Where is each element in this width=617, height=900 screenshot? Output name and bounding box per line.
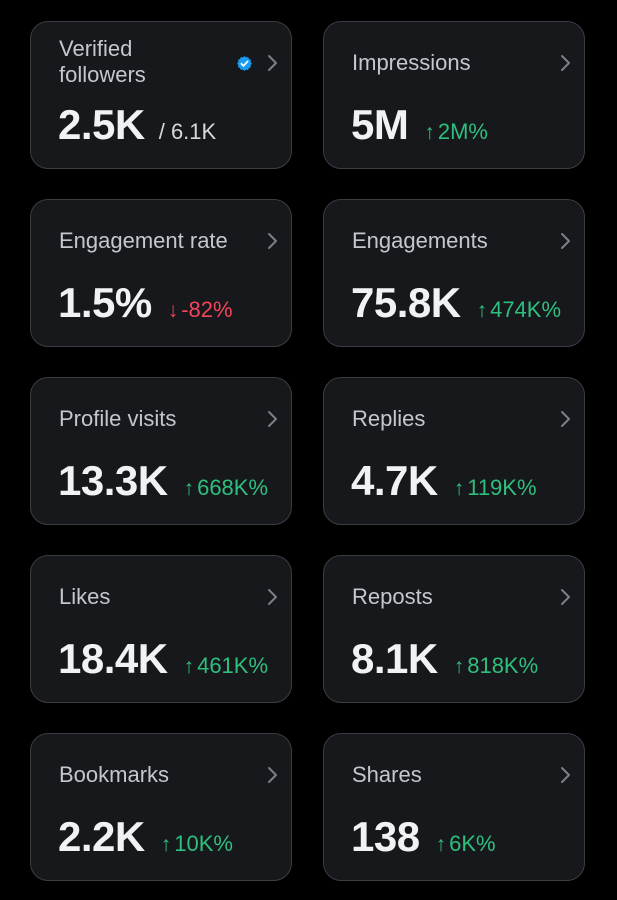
metric-value: 2.2K	[58, 813, 145, 860]
metric-change: ↑ 474K%	[477, 297, 561, 323]
card-title: Likes	[59, 584, 111, 609]
change-value: 10K%	[174, 831, 233, 856]
card-bookmarks[interactable]: Bookmarks 2.2K ↑ 10K%	[30, 733, 292, 881]
arrow-up-icon: ↑	[435, 833, 447, 856]
card-replies[interactable]: Replies 4.7K ↑ 119K%	[323, 377, 585, 525]
metric-value: 75.8K	[351, 279, 461, 326]
card-profile-visits[interactable]: Profile visits 13.3K ↑ 668K%	[30, 377, 292, 525]
card-title: Profile visits	[59, 406, 177, 431]
metric-row: 2.2K ↑ 10K%	[58, 812, 233, 862]
chevron-right-icon	[561, 767, 570, 783]
metric-change: ↑ 461K%	[184, 653, 268, 679]
metric-change: ↑ 668K%	[184, 475, 268, 501]
chevron-right-icon	[268, 767, 277, 783]
metric-change: ↑ 6K%	[436, 831, 496, 857]
chevron-right-icon	[561, 589, 570, 605]
arrow-up-icon: ↑	[424, 121, 435, 144]
chevron-right-icon	[561, 411, 570, 427]
metric-value: 8.1K	[351, 635, 438, 682]
chevron-right-icon	[268, 55, 277, 71]
metric-value: 138	[351, 813, 420, 860]
metric-row: 138 ↑ 6K%	[351, 812, 496, 862]
card-engagements[interactable]: Engagements 75.8K ↑ 474K%	[323, 199, 585, 347]
chevron-right-icon	[268, 589, 277, 605]
change-value: 2M%	[437, 119, 488, 144]
verified-badge-icon	[237, 56, 252, 71]
arrow-up-icon: ↑	[160, 833, 172, 856]
metric-value: 2.5K	[58, 101, 145, 148]
metric-row: 5M ↑ 2M%	[351, 100, 488, 150]
arrow-up-icon: ↑	[453, 655, 465, 678]
card-title: Shares	[352, 762, 422, 787]
metric-total: / 6.1K	[158, 119, 217, 144]
card-engagement-rate[interactable]: Engagement rate 1.5% ↓ -82%	[30, 199, 292, 347]
metric-change: ↑ 119K%	[454, 475, 537, 501]
metric-change: ↓ -82%	[168, 297, 233, 323]
card-shares[interactable]: Shares 138 ↑ 6K%	[323, 733, 585, 881]
metric-value: 18.4K	[58, 635, 168, 682]
card-title: Reposts	[352, 584, 433, 609]
change-value: 119K%	[467, 475, 537, 500]
change-value: 818K%	[467, 653, 539, 678]
card-impressions[interactable]: Impressions 5M ↑ 2M%	[323, 21, 585, 169]
change-value: -82%	[181, 297, 233, 322]
metric-change: ↑ 818K%	[454, 653, 538, 679]
metric-value: 1.5%	[58, 279, 152, 326]
metric-row: 1.5% ↓ -82%	[58, 278, 233, 328]
card-title: Impressions	[352, 50, 471, 75]
metric-row: 4.7K ↑ 119K%	[351, 456, 537, 506]
arrow-up-icon: ↑	[476, 299, 488, 322]
chevron-right-icon	[268, 233, 277, 249]
metric-row: 2.5K / 6.1K	[58, 100, 216, 150]
metric-change: ↑ 10K%	[161, 831, 233, 857]
change-value: 461K%	[197, 653, 269, 678]
card-title: Replies	[352, 406, 426, 431]
metric-value: 13.3K	[58, 457, 168, 504]
arrow-up-icon: ↑	[183, 477, 195, 500]
metric-value: 5M	[351, 101, 409, 148]
card-likes[interactable]: Likes 18.4K ↑ 461K%	[30, 555, 292, 703]
metric-change: ↑ 2M%	[424, 119, 488, 145]
metric-row: 75.8K ↑ 474K%	[351, 278, 561, 328]
card-verified-followers[interactable]: Verified followers 2.5K / 6.1K	[30, 21, 292, 169]
card-title: Verified followers	[59, 36, 146, 87]
card-title: Engagement rate	[59, 228, 228, 253]
change-value: 6K%	[449, 831, 496, 856]
metric-row: 18.4K ↑ 461K%	[58, 634, 268, 684]
arrow-up-icon: ↑	[453, 477, 465, 500]
metric-row: 13.3K ↑ 668K%	[58, 456, 268, 506]
card-title: Engagements	[352, 228, 488, 253]
chevron-right-icon	[561, 55, 570, 71]
arrow-down-icon: ↓	[167, 299, 179, 322]
change-value: 474K%	[490, 297, 562, 322]
card-title: Bookmarks	[59, 762, 170, 787]
metric-row: 8.1K ↑ 818K%	[351, 634, 538, 684]
chevron-right-icon	[561, 233, 570, 249]
arrow-up-icon: ↑	[183, 655, 195, 678]
metric-value: 4.7K	[351, 457, 438, 504]
card-reposts[interactable]: Reposts 8.1K ↑ 818K%	[323, 555, 585, 703]
change-value: 668K%	[197, 475, 269, 500]
chevron-right-icon	[268, 411, 277, 427]
